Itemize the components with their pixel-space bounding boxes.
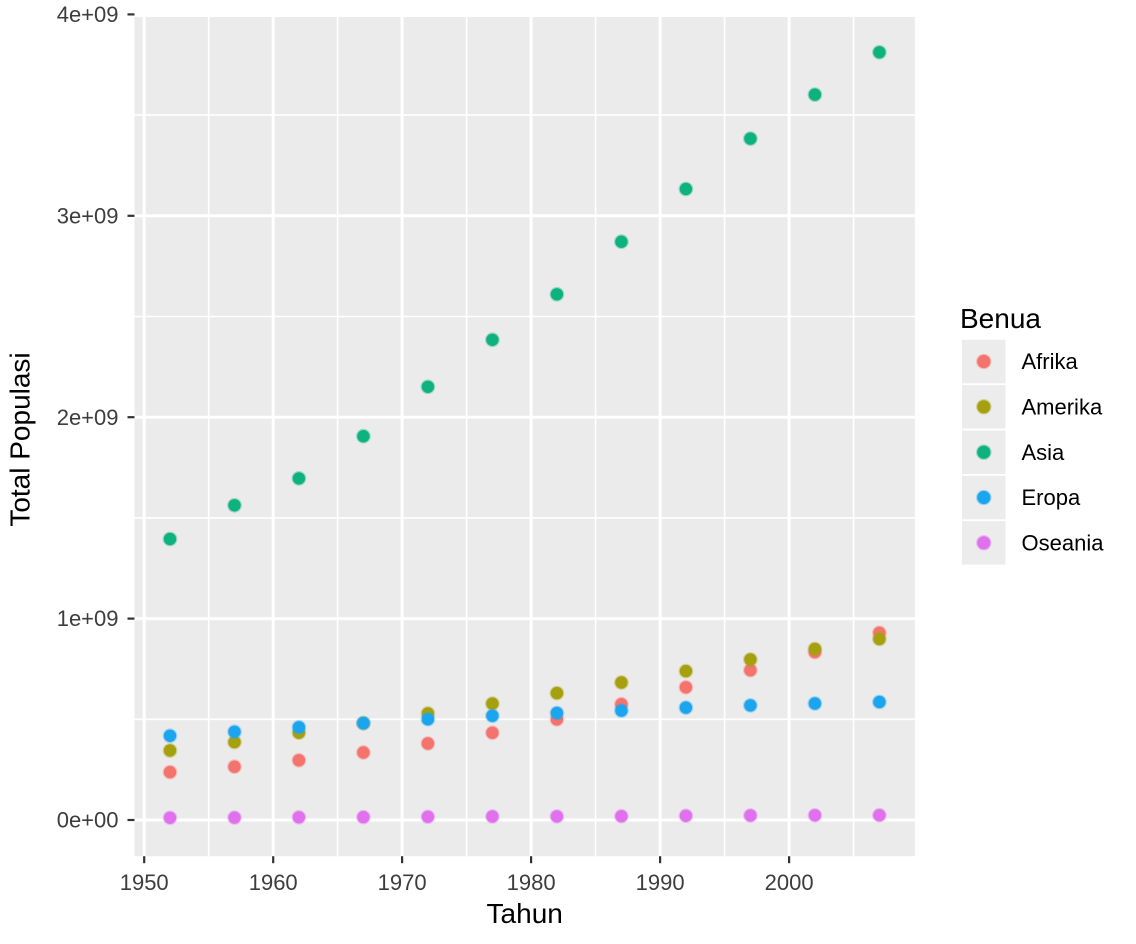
svg-text:0e+00: 0e+00 [57,808,119,833]
svg-text:Oseania: Oseania [1022,530,1105,555]
svg-text:Afrika: Afrika [1022,349,1079,374]
svg-text:Tahun: Tahun [487,898,563,929]
svg-text:1960: 1960 [249,870,298,895]
svg-text:1980: 1980 [507,870,556,895]
svg-text:Total Populasi: Total Populasi [5,352,36,526]
svg-text:3e+09: 3e+09 [57,203,119,228]
svg-text:Amerika: Amerika [1022,394,1103,419]
svg-text:1990: 1990 [636,870,685,895]
svg-text:4e+09: 4e+09 [57,2,119,27]
svg-text:2000: 2000 [765,870,814,895]
svg-text:1970: 1970 [378,870,427,895]
svg-text:1e+09: 1e+09 [57,606,119,631]
svg-text:Benua: Benua [960,303,1041,334]
svg-text:Eropa: Eropa [1022,485,1081,510]
svg-text:Asia: Asia [1022,440,1066,465]
svg-text:2e+09: 2e+09 [57,405,119,430]
svg-text:1950: 1950 [120,870,169,895]
